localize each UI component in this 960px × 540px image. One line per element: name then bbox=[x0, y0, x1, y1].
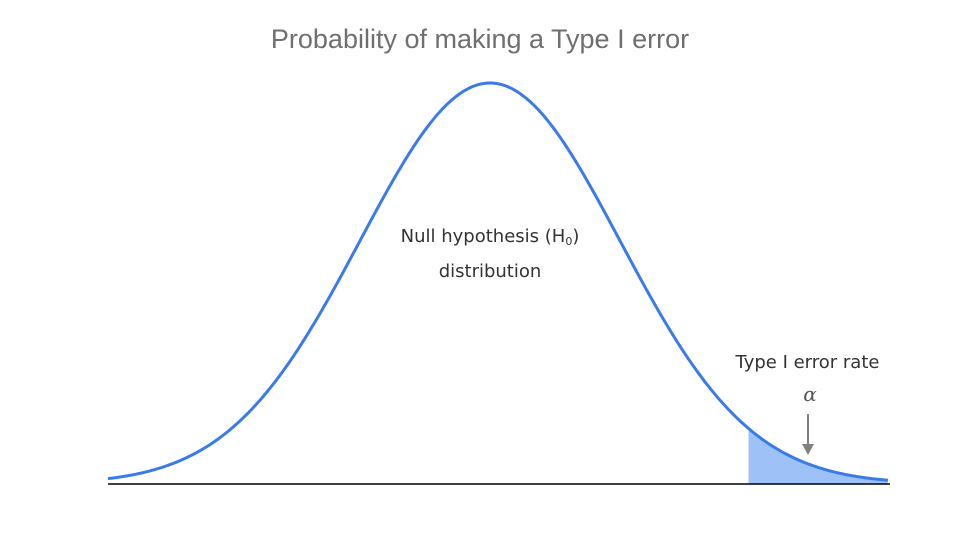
null-distribution-label-line1: Null hypothesis (H0) bbox=[400, 226, 580, 248]
null-distribution-curve bbox=[107, 81, 889, 482]
alpha-arrow-head bbox=[802, 444, 814, 455]
h0-subscript: 0 bbox=[565, 235, 573, 248]
rejection-region-shading bbox=[749, 428, 888, 484]
null-distribution-label: Null hypothesis (H0) distribution bbox=[390, 222, 590, 287]
alpha-symbol: α bbox=[803, 382, 817, 406]
null-distribution-label-line2: distribution bbox=[438, 261, 542, 282]
type-i-error-rate-label: Type I error rate bbox=[735, 352, 880, 373]
diagram-title: Probability of making a Type I error bbox=[270, 24, 690, 54]
